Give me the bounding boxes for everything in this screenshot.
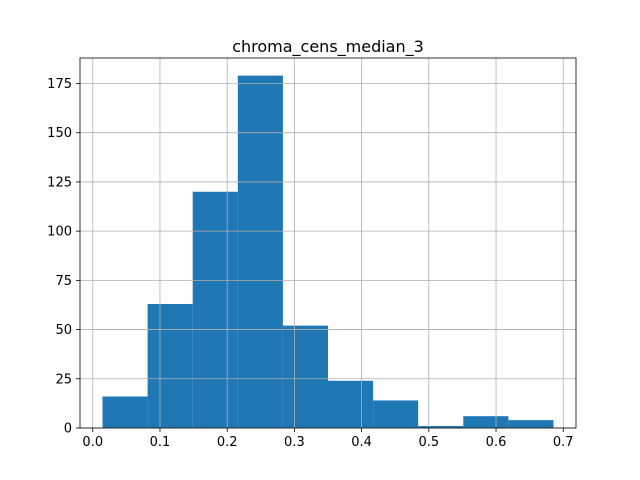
x-tick-label-7: 0.7 [553,435,574,450]
histogram-bar-6 [328,380,374,428]
axes [79,57,577,429]
x-tick-label-5: 0.5 [418,435,439,450]
histogram-bar-7 [373,400,419,428]
histogram-bar-2 [147,303,193,428]
histogram-bar-9 [463,416,509,428]
histogram-bar-1 [102,396,148,428]
x-tick-label-2: 0.2 [217,435,238,450]
histogram-bar-10 [508,420,554,428]
y-tick-label-4: 100 [47,225,72,240]
histogram-bar-8 [418,426,464,428]
y-tick-label-5: 125 [47,175,72,190]
histogram-bar-4 [237,75,283,428]
histogram-bar-3 [192,191,238,428]
x-tick-label-4: 0.4 [351,435,372,450]
x-tick-label-6: 0.6 [486,435,507,450]
x-tick-label-1: 0.1 [150,435,171,450]
histogram-bar-5 [282,325,328,428]
y-tick-label-1: 25 [55,372,72,387]
chart-title: chroma_cens_median_3 [232,37,424,57]
x-tick-label-0: 0.0 [82,435,103,450]
y-tick-label-6: 150 [47,126,72,141]
y-tick-label-7: 175 [47,77,72,92]
x-tick-label-3: 0.3 [284,435,305,450]
tick-labels: 0.0 0.1 0.2 0.3 0.4 0.5 0.6 0.7 0 25 50 75 100 125 150… [47,77,573,450]
y-tick-label-2: 50 [55,323,72,338]
y-tick-label-0: 0 [64,422,72,437]
y-tick-label-3: 75 [55,274,72,289]
plot-frame [79,57,577,429]
